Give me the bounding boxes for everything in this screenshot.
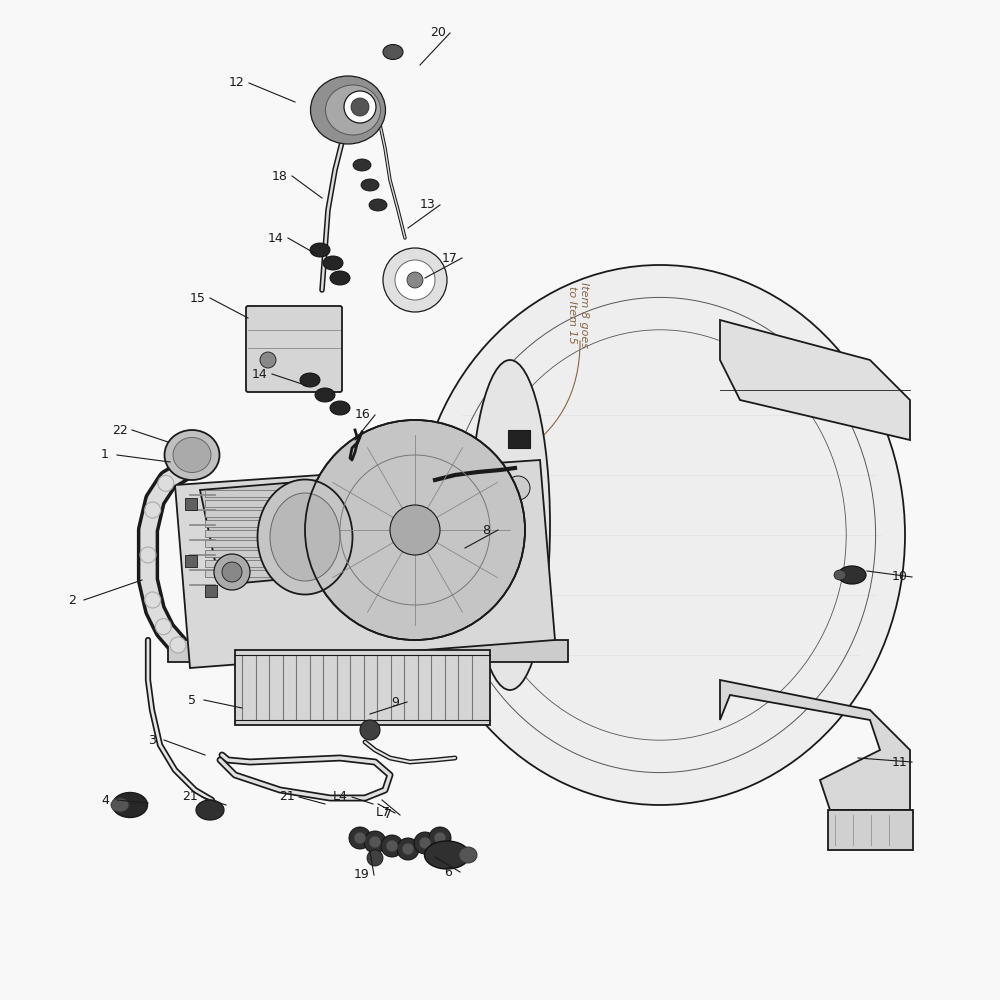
Ellipse shape <box>326 85 380 135</box>
Text: 21: 21 <box>279 790 295 804</box>
Polygon shape <box>175 460 555 668</box>
Ellipse shape <box>310 76 386 144</box>
Ellipse shape <box>353 159 371 171</box>
Circle shape <box>429 827 451 849</box>
Bar <box>828 810 913 850</box>
Bar <box>205 540 295 547</box>
FancyBboxPatch shape <box>246 306 342 392</box>
Ellipse shape <box>383 44 403 60</box>
Text: 15: 15 <box>190 292 206 304</box>
Ellipse shape <box>310 243 330 257</box>
Bar <box>205 585 217 597</box>
Ellipse shape <box>330 271 350 285</box>
Ellipse shape <box>173 438 211 473</box>
Text: 9: 9 <box>391 696 399 708</box>
Text: 1: 1 <box>101 448 109 462</box>
Text: 21: 21 <box>182 790 198 804</box>
Text: 18: 18 <box>272 169 288 182</box>
Ellipse shape <box>369 199 387 211</box>
Text: 5: 5 <box>188 694 196 706</box>
Text: 8: 8 <box>482 524 490 536</box>
Text: Item 8 goes
to Item 15: Item 8 goes to Item 15 <box>567 282 589 348</box>
Text: 7: 7 <box>384 808 392 822</box>
Circle shape <box>402 843 414 855</box>
Bar <box>205 510 295 517</box>
Bar <box>205 530 295 537</box>
Circle shape <box>351 98 369 116</box>
Bar <box>205 500 295 507</box>
Text: 22: 22 <box>112 424 128 436</box>
Text: L4: L4 <box>333 790 347 804</box>
Text: 6: 6 <box>444 865 452 879</box>
Text: 19: 19 <box>354 868 370 882</box>
Text: L7: L7 <box>376 806 390 820</box>
Ellipse shape <box>258 480 352 594</box>
Circle shape <box>222 562 242 582</box>
Text: 12: 12 <box>229 77 245 90</box>
Ellipse shape <box>111 798 129 812</box>
Polygon shape <box>720 320 910 440</box>
Circle shape <box>506 476 530 500</box>
Text: 13: 13 <box>420 198 436 212</box>
Circle shape <box>305 420 525 640</box>
Ellipse shape <box>112 792 148 818</box>
Bar <box>508 430 530 448</box>
Ellipse shape <box>196 800 224 820</box>
Circle shape <box>260 352 276 368</box>
Text: 4: 4 <box>101 794 109 806</box>
Polygon shape <box>720 680 910 810</box>
Circle shape <box>386 840 398 852</box>
Text: 2: 2 <box>68 593 76 606</box>
Text: 20: 20 <box>430 26 446 39</box>
Ellipse shape <box>270 493 340 581</box>
Bar <box>205 570 295 577</box>
Circle shape <box>390 505 440 555</box>
Text: 14: 14 <box>268 232 284 244</box>
Ellipse shape <box>330 401 350 415</box>
Circle shape <box>395 260 435 300</box>
Bar <box>205 550 295 557</box>
Circle shape <box>364 831 386 853</box>
Ellipse shape <box>323 256 343 270</box>
Ellipse shape <box>459 847 477 863</box>
Bar <box>168 640 568 662</box>
Circle shape <box>496 466 540 510</box>
Text: 10: 10 <box>892 570 908 584</box>
Ellipse shape <box>424 841 470 869</box>
Ellipse shape <box>164 430 220 480</box>
Text: 3: 3 <box>148 734 156 746</box>
Ellipse shape <box>415 265 905 805</box>
Circle shape <box>407 272 423 288</box>
Circle shape <box>381 835 403 857</box>
Ellipse shape <box>834 570 846 580</box>
Circle shape <box>419 837 431 849</box>
Text: 16: 16 <box>355 408 371 422</box>
Text: 11: 11 <box>892 756 908 768</box>
Circle shape <box>360 720 380 740</box>
Ellipse shape <box>361 179 379 191</box>
Ellipse shape <box>300 373 320 387</box>
Text: 17: 17 <box>442 251 458 264</box>
Bar <box>185 498 197 510</box>
Circle shape <box>397 838 419 860</box>
Circle shape <box>349 827 371 849</box>
Bar <box>205 560 295 567</box>
Circle shape <box>344 91 376 123</box>
Circle shape <box>434 832 446 844</box>
Bar <box>205 520 295 527</box>
Bar <box>235 650 490 725</box>
Circle shape <box>383 248 447 312</box>
Circle shape <box>414 832 436 854</box>
Bar <box>185 555 197 567</box>
Polygon shape <box>200 472 438 585</box>
Circle shape <box>367 850 383 866</box>
Ellipse shape <box>315 388 335 402</box>
Text: 14: 14 <box>252 367 268 380</box>
Circle shape <box>369 836 381 848</box>
Circle shape <box>214 554 250 590</box>
Bar <box>205 490 295 497</box>
Ellipse shape <box>838 566 866 584</box>
Ellipse shape <box>470 360 550 690</box>
Circle shape <box>354 832 366 844</box>
